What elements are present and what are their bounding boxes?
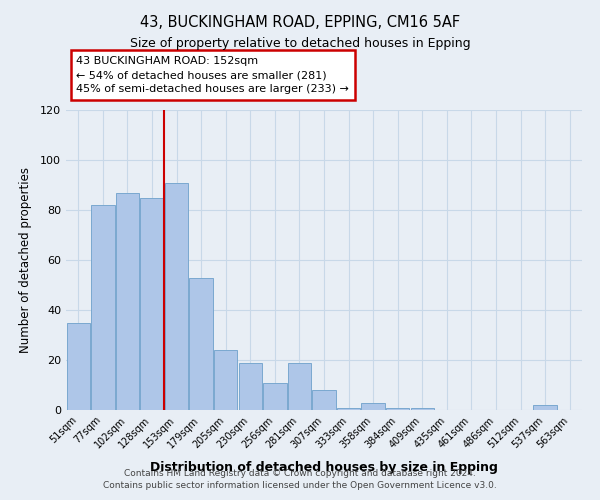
Bar bbox=[239, 362, 262, 410]
Y-axis label: Number of detached properties: Number of detached properties bbox=[19, 167, 32, 353]
Bar bbox=[165, 182, 188, 410]
Bar bbox=[386, 408, 409, 410]
Text: 43, BUCKINGHAM ROAD, EPPING, CM16 5AF: 43, BUCKINGHAM ROAD, EPPING, CM16 5AF bbox=[140, 15, 460, 30]
Bar bbox=[533, 405, 557, 410]
Bar bbox=[67, 322, 90, 410]
Bar bbox=[263, 382, 287, 410]
Text: 43 BUCKINGHAM ROAD: 152sqm
← 54% of detached houses are smaller (281)
45% of sem: 43 BUCKINGHAM ROAD: 152sqm ← 54% of deta… bbox=[76, 56, 349, 94]
Bar bbox=[361, 402, 385, 410]
Bar bbox=[313, 390, 335, 410]
Bar bbox=[337, 408, 360, 410]
Bar bbox=[140, 198, 164, 410]
Text: Contains HM Land Registry data © Crown copyright and database right 2024.: Contains HM Land Registry data © Crown c… bbox=[124, 468, 476, 477]
Bar bbox=[91, 205, 115, 410]
Bar bbox=[410, 408, 434, 410]
Bar bbox=[214, 350, 238, 410]
Bar bbox=[116, 192, 139, 410]
X-axis label: Distribution of detached houses by size in Epping: Distribution of detached houses by size … bbox=[150, 461, 498, 474]
Text: Size of property relative to detached houses in Epping: Size of property relative to detached ho… bbox=[130, 38, 470, 51]
Bar bbox=[190, 278, 213, 410]
Bar bbox=[288, 362, 311, 410]
Text: Contains public sector information licensed under the Open Government Licence v3: Contains public sector information licen… bbox=[103, 481, 497, 490]
